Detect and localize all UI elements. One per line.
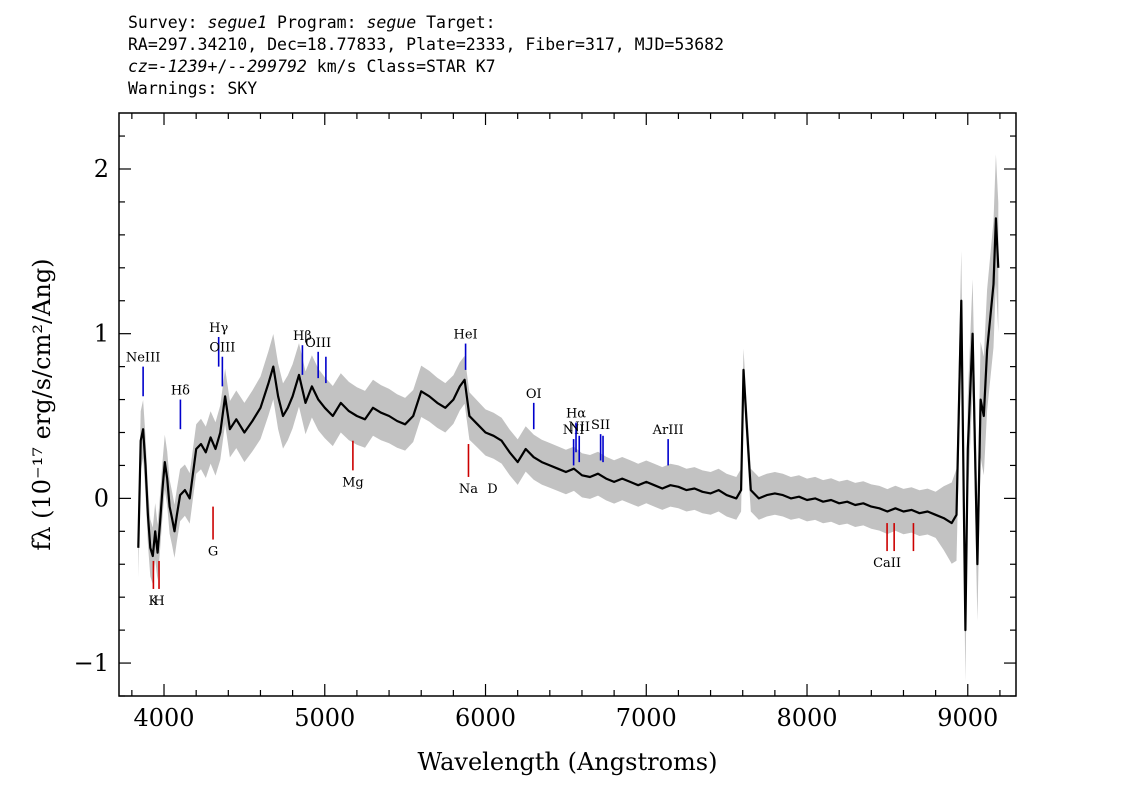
absorption-line-label: H [153, 594, 164, 609]
emission-line-label: NeIII [126, 351, 160, 366]
emission-line-label: HeI [453, 328, 477, 343]
absorption-line-label: G [208, 545, 218, 560]
x-tick-label: 8000 [776, 704, 837, 732]
header-line-3: cz=-1239+/--299792 km/s Class=STAR K7 [128, 56, 724, 78]
y-tick-label: 1 [94, 320, 109, 348]
emission-line-label: Hα [566, 407, 586, 422]
emission-line-label: ArIII [652, 423, 684, 438]
x-tick-label: 9000 [937, 704, 998, 732]
y-tick-label: 0 [94, 484, 109, 512]
header-line-4: Warnings: SKY [128, 79, 258, 98]
flux-line [137, 217, 1000, 632]
x-tick-label: 4000 [133, 704, 194, 732]
cz-plusminus: +/- [207, 57, 238, 76]
absorption-line-label: Mg [342, 475, 364, 490]
absorption-line-label: K [149, 594, 159, 609]
tick-labels-layer: 4000 5000 6000 7000 8000 9000 −1 0 1 2 [74, 155, 999, 732]
survey-label: Survey: [128, 13, 198, 32]
emission-line-label: OI [526, 387, 542, 402]
x-tick-label: 7000 [616, 704, 677, 732]
x-axis-title: Wavelength (Angstroms) [418, 748, 718, 776]
emission-line-label: NII [563, 423, 585, 438]
y-axis-title: fλ (10⁻¹⁷ erg/s/cm²/Ang) [28, 258, 56, 550]
flux-layer [137, 217, 1000, 632]
cz-error: -299792 [237, 57, 307, 76]
target-label: Target: [426, 13, 496, 32]
cz-value: -1239 [157, 57, 208, 76]
emission-line-label: Hγ [209, 321, 228, 336]
absorption-line-label: CaII [873, 556, 901, 571]
y-tick-label: 2 [94, 155, 109, 183]
program-label: Program: [277, 13, 357, 32]
ticks-layer [119, 113, 1016, 697]
plot-frame [118, 112, 1017, 697]
survey-value: segue1 [207, 13, 268, 32]
error-band [138, 154, 999, 682]
absorption-line-label-suffix: D [487, 482, 497, 497]
header-line-1: Survey: segue1 Program: segue Target: [128, 12, 724, 34]
emission-line-label: Hδ [171, 384, 190, 399]
cz-units-class: km/s Class=STAR K7 [306, 57, 496, 76]
emission-line-label: Hβ [293, 329, 312, 344]
spectrum-header: Survey: segue1 Program: segue Target: RA… [128, 12, 724, 100]
error-band-layer [138, 154, 999, 682]
y-tick-label: −1 [74, 649, 109, 677]
absorption-line-label: Na [459, 482, 478, 497]
program-value: segue [366, 13, 417, 32]
x-tick-label: 6000 [455, 704, 516, 732]
emission-line-label: NII [568, 420, 590, 435]
emission-line-label: OIII [209, 341, 235, 356]
emission-line-label: OIII [305, 336, 331, 351]
cz-label: cz= [128, 57, 158, 76]
header-line-2: RA=297.34210, Dec=18.77833, Plate=2333, … [128, 35, 725, 54]
emission-line-label: SII [591, 418, 610, 433]
x-tick-label: 5000 [294, 704, 355, 732]
